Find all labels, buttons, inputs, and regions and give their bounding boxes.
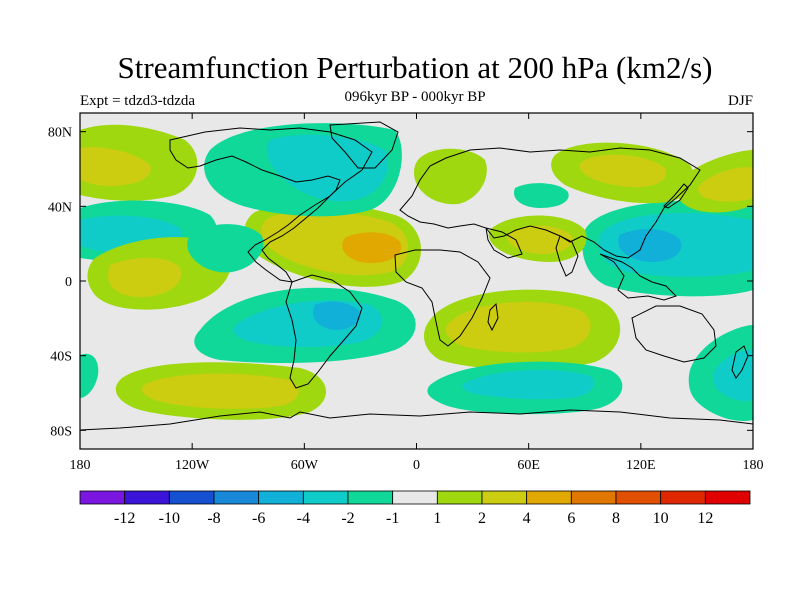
anomaly-north-pacific-max xyxy=(80,124,198,201)
colorbar-label: -1 xyxy=(386,510,399,527)
coast-southeast-asia xyxy=(599,253,677,301)
coast-north-america xyxy=(169,127,373,283)
coastlines xyxy=(80,121,753,431)
anomaly-mid-pacific-min xyxy=(187,224,264,273)
lon-tick-label: 180 xyxy=(70,458,91,473)
lon-tick-label: 120W xyxy=(175,458,210,473)
colorbar-label: 8 xyxy=(612,510,620,527)
colorbar-swatch xyxy=(615,490,662,505)
anomaly-central-asia-min xyxy=(513,183,569,208)
coast-india xyxy=(555,235,579,277)
colorbar-label: 2 xyxy=(478,510,486,527)
colorbar-swatch xyxy=(258,490,304,505)
coast-arabia xyxy=(485,227,523,259)
colorbar-swatch xyxy=(79,490,126,505)
coast-new-zealand xyxy=(731,345,749,379)
lon-tick-label: 180 xyxy=(743,458,764,473)
lat-tick-label: 80S xyxy=(50,424,72,439)
colorbar-swatch xyxy=(481,490,528,505)
anomaly-north-america-min xyxy=(204,123,402,217)
lat-tick-label: 0 xyxy=(65,275,72,290)
coast-greenland xyxy=(329,121,399,169)
lat-tick-label: 40S xyxy=(50,350,72,365)
colorbar-swatch xyxy=(168,490,215,505)
anomaly-east-asia-max xyxy=(551,142,753,213)
lat-tick-label: 40N xyxy=(48,200,72,215)
coast-africa xyxy=(394,249,491,347)
colorbar-swatch xyxy=(570,490,617,505)
colorbar-label: -6 xyxy=(252,510,265,527)
colorbar-label: -10 xyxy=(159,510,180,527)
lon-tick-label: 0 xyxy=(413,458,420,473)
anomaly-southern-indian-min xyxy=(427,361,623,415)
coast-south-america xyxy=(285,274,363,389)
colorbar: -12 -10 -8 -6 -4 -2 -1 1 2 4 6 8 10 12 xyxy=(79,490,751,527)
colorbar-label: 10 xyxy=(653,510,669,527)
colorbar-swatch xyxy=(347,490,394,505)
colorbar-label: 12 xyxy=(697,510,713,527)
colorbar-label: 4 xyxy=(523,510,531,527)
lon-tick-label: 120E xyxy=(626,458,656,473)
colorbar-swatch xyxy=(526,490,572,505)
colorbar-swatch xyxy=(436,490,483,505)
colorbar-swatch xyxy=(302,490,349,505)
experiment-label: Expt = tdzd3-tdzda xyxy=(80,93,196,109)
contour-field xyxy=(80,123,753,421)
map-subtitle: 096kyr BP - 000kyr BP xyxy=(344,89,486,105)
colorbar-label: -2 xyxy=(341,510,354,527)
coast-japan xyxy=(663,183,689,209)
anomaly-se-pacific-min xyxy=(80,353,99,398)
colorbar-label: -12 xyxy=(114,510,135,527)
map-title: Streamfunction Perturbation at 200 hPa (… xyxy=(117,50,713,85)
anomaly-europe-max xyxy=(414,148,487,205)
anomaly-tropical-atlantic-max xyxy=(244,201,422,287)
colorbar-label: 1 xyxy=(433,510,441,527)
lat-tick-label: 80N xyxy=(48,126,72,141)
anomaly-indian-ocean-max xyxy=(424,289,621,370)
lon-tick-label: 60E xyxy=(517,458,540,473)
colorbar-label: -4 xyxy=(297,510,310,527)
colorbar-swatch xyxy=(124,490,170,505)
coast-eurasia xyxy=(399,147,701,259)
coast-australia xyxy=(631,305,717,363)
colorbar-label: 6 xyxy=(567,510,575,527)
coast-madagascar xyxy=(487,302,499,332)
colorbar-label: -8 xyxy=(207,510,220,527)
colorbar-swatch xyxy=(213,490,260,505)
map-axes: 180 120W 60W 0 60E 120E 180 80N 40N 0 40S 80S xyxy=(48,113,764,473)
anomaly-west-pacific-min xyxy=(582,200,753,297)
colorbar-swatch xyxy=(660,490,706,505)
season-label: DJF xyxy=(727,93,753,109)
coast-antarctica xyxy=(80,409,753,431)
anomaly-south-pacific-max xyxy=(115,362,327,420)
colorbar-swatch xyxy=(704,490,751,505)
anomaly-tasman-min xyxy=(688,325,753,421)
colorbar-swatch xyxy=(392,490,438,505)
lon-tick-label: 60W xyxy=(291,458,319,473)
